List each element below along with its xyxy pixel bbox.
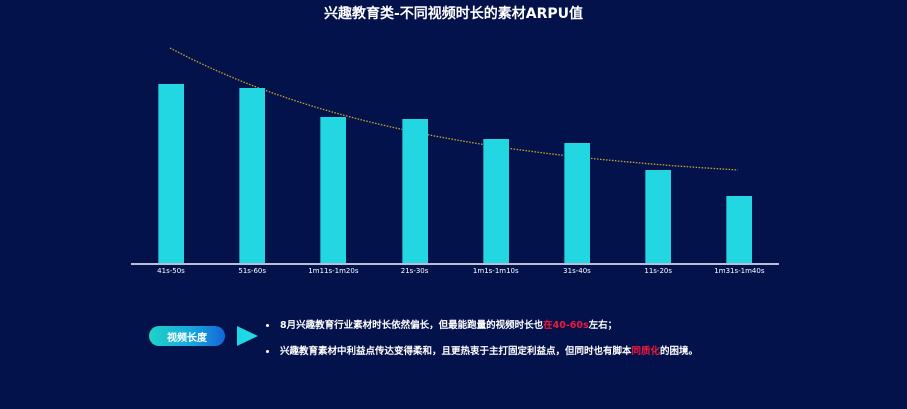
- bar-1m1s-1m10s: [482, 139, 509, 263]
- bullet-2-text-a: 兴趣教育素材中利益点传达变得柔和，且更热衷于主打固定利益点，但同时也有脚本: [280, 346, 632, 357]
- bullet-2-highlight: 同质化: [631, 346, 661, 357]
- summary-bullet-1: 8月兴趣教育行业素材时长依然偏长，但最能跑量的视频时长也在40-60s左右；: [266, 319, 698, 333]
- x-axis-line: [131, 263, 779, 265]
- bullet-1-text-a: 8月兴趣教育行业素材时长依然偏长，但最能跑量的视频时长也: [280, 320, 544, 331]
- bullet-1-highlight: 在40-60s: [543, 320, 589, 331]
- trendline: [169, 47, 739, 171]
- bar-1m11s-1m20s: [320, 117, 347, 263]
- x-tick-label: 41s-50s: [157, 267, 185, 275]
- summary-notes: 8月兴趣教育行业素材时长依然偏长，但最能跑量的视频时长也在40-60s左右； 兴…: [266, 319, 698, 359]
- bar-31s-40s: [564, 143, 590, 263]
- bar-51s-60s: [239, 88, 266, 263]
- x-tick-label: 21s-30s: [400, 267, 429, 275]
- x-tick-label: 1m1s-1m10s: [472, 267, 519, 275]
- x-tick-label: 31s-40s: [563, 267, 591, 275]
- x-tick-label: 51s-60s: [238, 267, 266, 275]
- bullet-1-text-b: 左右；: [588, 320, 618, 331]
- bar-chart: 41s-50s 51s-60s 1m11s-1m20s 21s-30s 1m1s-1m1…: [131, 47, 779, 275]
- summary-bullet-2: 兴趣教育素材中利益点传达变得柔和，且更热衷于主打固定利益点，但同时也有脚本同质化…: [266, 345, 698, 359]
- x-tick-label: 11s-20s: [644, 267, 672, 275]
- bullet-dot-icon: [266, 324, 269, 327]
- video-length-tag: 视频长度: [149, 326, 225, 346]
- bar-21s-30s: [401, 119, 428, 263]
- x-tick-label: 1m11s-1m20s: [308, 267, 359, 275]
- bullet-2-text-b: 的困境。: [660, 346, 699, 357]
- chart-title: 兴趣教育类-不同视频时长的素材ARPU值: [323, 6, 584, 22]
- arrow-right-icon: [237, 326, 258, 346]
- bar-11s-20s: [645, 170, 672, 263]
- bar-1m31s-1m40s: [726, 196, 753, 263]
- bar-41s-50s: [158, 84, 184, 263]
- bullet-dot-icon: [266, 350, 269, 353]
- x-tick-label: 1m31s-1m40s: [714, 267, 765, 275]
